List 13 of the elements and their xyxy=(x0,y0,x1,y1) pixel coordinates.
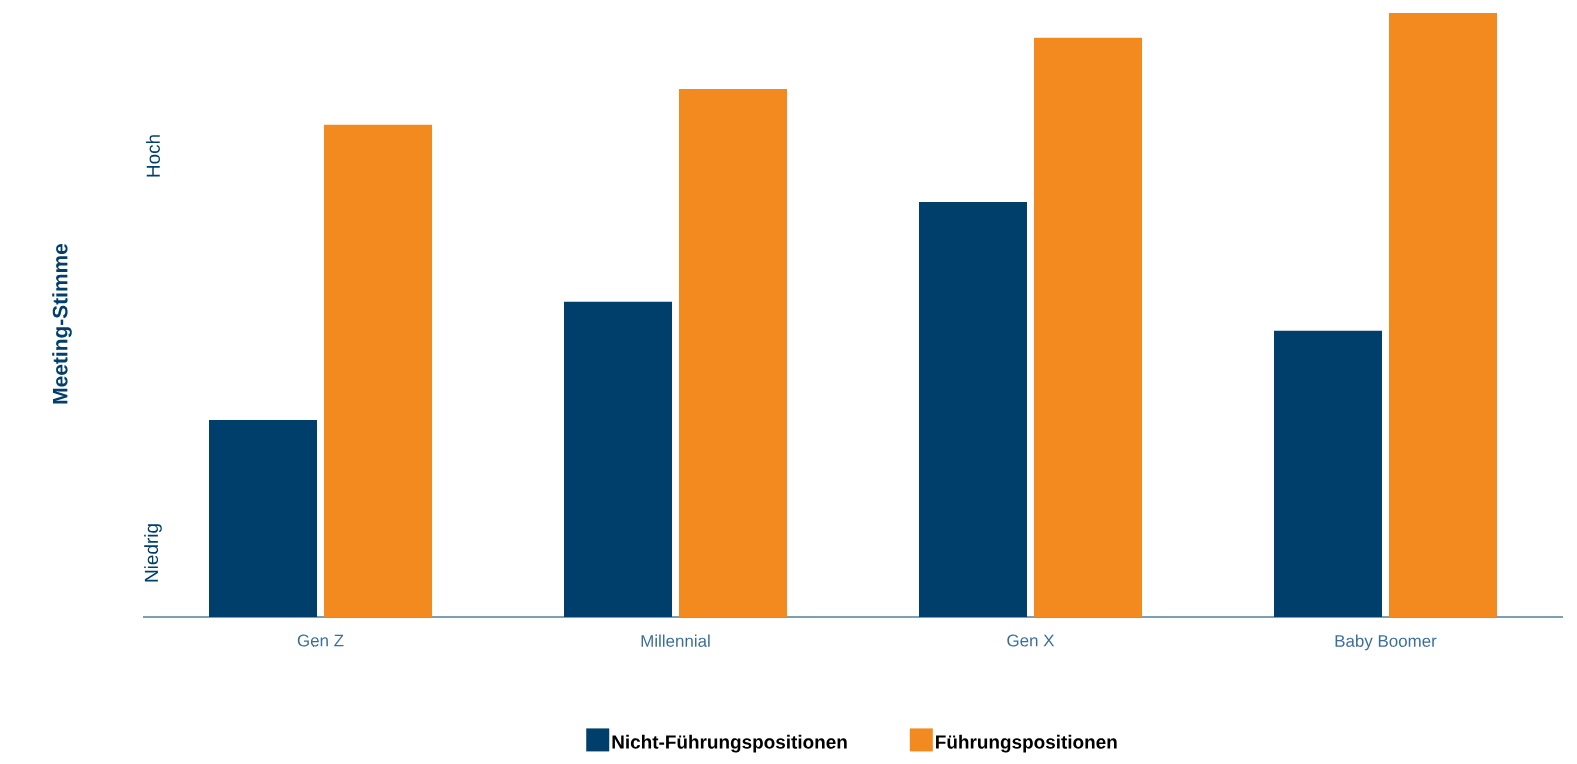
annotation: Hoch xyxy=(146,135,160,177)
annotation: Niedrig xyxy=(144,524,162,582)
bar xyxy=(679,89,787,617)
bar xyxy=(1033,37,1142,617)
bar xyxy=(1388,12,1497,617)
x-tick-label: Baby Boomer xyxy=(1335,634,1437,651)
x-tick-label: Millennial xyxy=(641,634,710,647)
y-axis-title: Meeting-Stimme xyxy=(52,243,72,404)
x-tick-label: Gen Z xyxy=(297,634,344,647)
x-tick-label: Gen X xyxy=(1007,634,1055,647)
legend-label: Führungspositionen xyxy=(936,734,1117,753)
bar xyxy=(324,124,432,617)
legend-label: Nicht-Führungspositionen xyxy=(612,734,847,753)
